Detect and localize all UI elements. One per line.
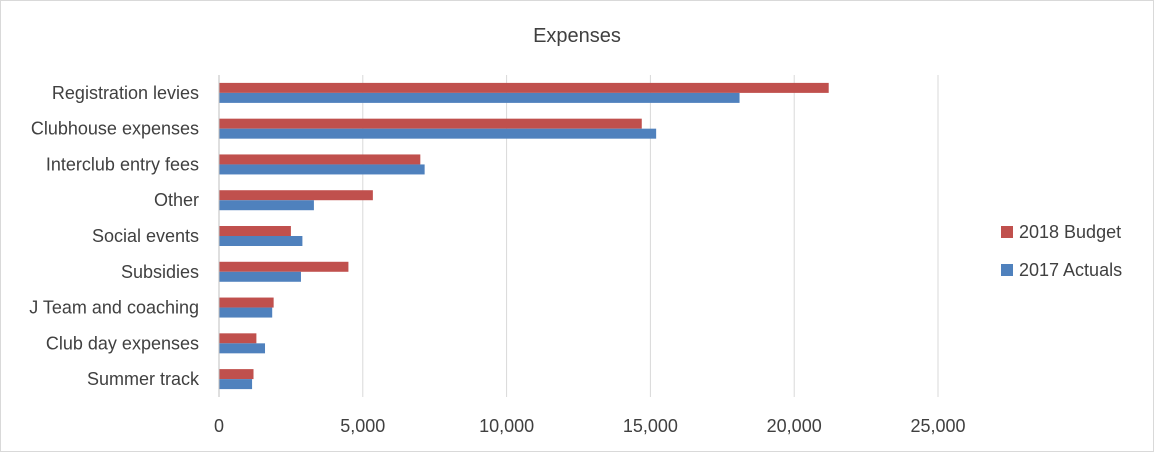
- legend-swatch: [1001, 226, 1013, 238]
- bar-actuals: [219, 128, 657, 139]
- bar-actuals: [219, 236, 303, 246]
- category-label: Interclub entry fees: [46, 154, 199, 174]
- category-label: Subsidies: [121, 262, 199, 282]
- x-tick-label: 15,000: [623, 416, 678, 436]
- bar-actuals: [219, 164, 425, 175]
- bar-budget: [219, 261, 349, 272]
- x-tick-label: 25,000: [910, 416, 965, 436]
- category-label: Other: [154, 190, 199, 210]
- category-label: Social events: [92, 226, 199, 246]
- bar-actuals: [219, 343, 266, 354]
- legend: 2018 Budget 2017 Actuals: [1001, 222, 1122, 280]
- category-label: Registration levies: [52, 83, 199, 103]
- legend-swatch: [1001, 264, 1013, 276]
- bar-budget: [219, 297, 274, 308]
- x-tick-label: 10,000: [479, 416, 534, 436]
- bar-actuals: [219, 271, 301, 282]
- x-tick-label: 5,000: [340, 416, 385, 436]
- bar-budget: [219, 154, 421, 165]
- category-label: Clubhouse expenses: [31, 119, 199, 139]
- bar-actuals: [219, 379, 253, 390]
- bar-budget: [219, 369, 254, 380]
- bar-actuals: [219, 200, 314, 211]
- axes: 0 5,000 10,000 15,000 20,000 25,000 Registrati…: [29, 75, 966, 436]
- x-tick-label: 0: [214, 416, 224, 436]
- bar-budget: [219, 333, 257, 344]
- bar-budget: [219, 226, 291, 236]
- legend-label: 2017 Actuals: [1019, 260, 1122, 280]
- category-label: Club day expenses: [46, 333, 199, 353]
- category-label: Summer track: [87, 369, 200, 389]
- chart-title: Expenses: [533, 25, 621, 47]
- bar-budget: [219, 118, 642, 129]
- category-label: J Team and coaching: [29, 298, 199, 318]
- bar-budget: [219, 190, 373, 201]
- bar-budget: [219, 82, 829, 93]
- bars: [219, 82, 829, 390]
- bar-actuals: [219, 307, 273, 318]
- x-tick-label: 20,000: [767, 416, 822, 436]
- bar-actuals: [219, 92, 740, 103]
- legend-label: 2018 Budget: [1019, 222, 1121, 242]
